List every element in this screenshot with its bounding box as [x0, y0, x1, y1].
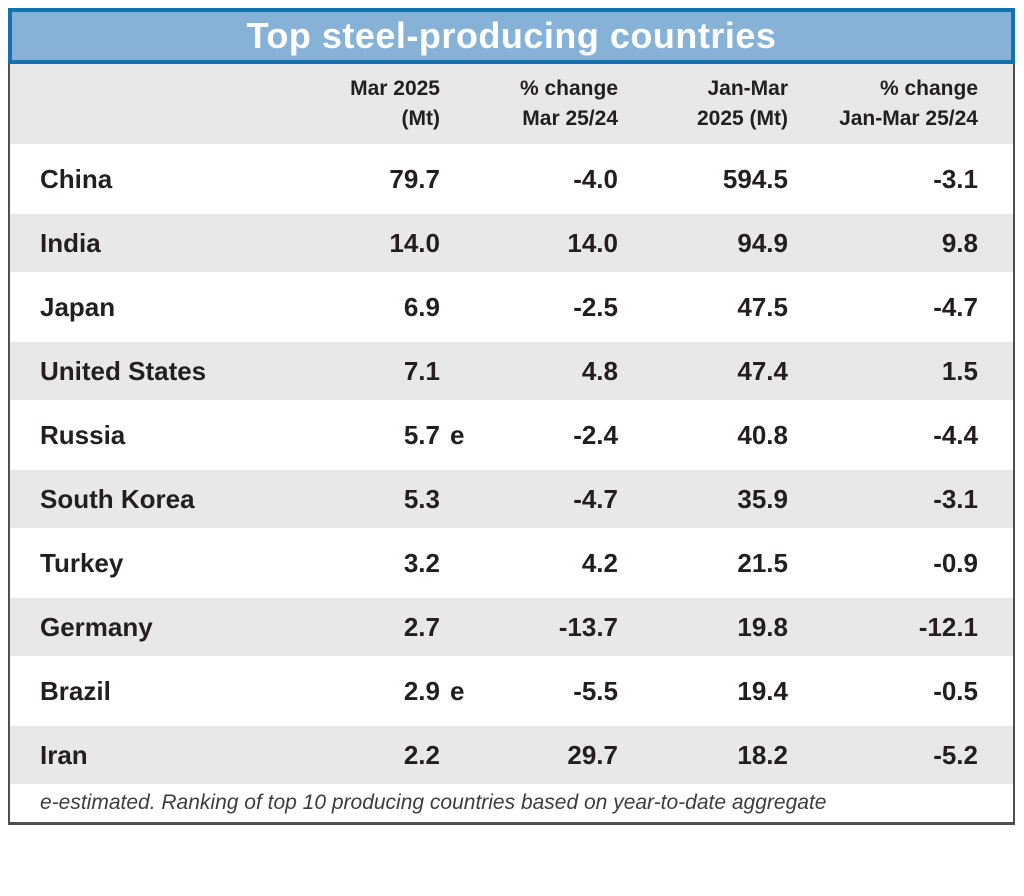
table-row-south-korea: South Korea 5.3 -4.7 35.9 -3.1 [10, 464, 1013, 528]
pct-change-mar-value: -2.5 [573, 291, 618, 322]
country-name: United States [40, 355, 207, 386]
header-line: % change [879, 76, 978, 100]
value: 6.9 [403, 291, 440, 322]
pct-change-mar-value: -13.7 [558, 611, 618, 642]
header-line: Jan-Mar [707, 76, 788, 100]
jan-mar-value: 594.5 [722, 163, 788, 194]
table-row-turkey: Turkey 3.2 4.2 21.5 -0.9 [10, 528, 1013, 592]
value: 14.0 [389, 227, 440, 258]
pct-change-jan-mar-value: 1.5 [941, 355, 978, 386]
jan-mar-value: 47.5 [737, 291, 788, 322]
header-pct-change-jan-mar: % change Jan-Mar 25/24 [788, 74, 978, 135]
mar-2025-value: 2.2 [250, 740, 440, 771]
pct-change-mar-value: 4.8 [581, 355, 618, 386]
table-header-row: Mar 2025 (Mt) % change Mar 25/24 Jan-Mar… [10, 64, 1013, 144]
jan-mar-value: 19.8 [737, 611, 788, 642]
value: 2.2 [403, 739, 440, 770]
jan-mar-value: 18.2 [737, 739, 788, 770]
header-line: (Mt) [401, 107, 440, 130]
pct-change-jan-mar-value: -4.4 [933, 419, 978, 450]
jan-mar-value: 19.4 [737, 675, 788, 706]
country-name: South Korea [40, 483, 195, 514]
pct-change-mar-value: 14.0 [567, 227, 618, 258]
country-name: Russia [40, 419, 126, 450]
pct-change-jan-mar-value: -0.9 [933, 547, 978, 578]
country-name: Turkey [40, 547, 124, 578]
jan-mar-value: 94.9 [737, 227, 788, 258]
pct-change-mar-value: -2.4 [573, 419, 618, 450]
country-name: Brazil [40, 675, 111, 706]
table-title: Top steel-producing countries [246, 15, 777, 56]
value: 2.9 [403, 675, 440, 706]
header-pct-change-mar: % change Mar 25/24 [440, 74, 618, 135]
pct-change-jan-mar-value: -12.1 [918, 611, 978, 642]
header-mar-2025: Mar 2025 (Mt) [250, 74, 440, 135]
value: 79.7 [389, 163, 440, 194]
header-line: Mar 2025 [350, 76, 440, 100]
table-row-russia: Russia 5.7 e -2.4 40.8 -4.4 [10, 400, 1013, 464]
table-row-germany: Germany 2.7 -13.7 19.8 -12.1 [10, 592, 1013, 656]
pct-change-mar-value: -4.7 [573, 483, 618, 514]
footnote: e-estimated. Ranking of top 10 producing… [40, 791, 827, 814]
header-jan-mar-2025: Jan-Mar 2025 (Mt) [618, 74, 788, 135]
header-line: 2025 (Mt) [696, 107, 788, 130]
mar-2025-value: 5.7 e [403, 419, 465, 450]
pct-change-jan-mar-value: -5.2 [933, 739, 978, 770]
table-row-india: India 14.0 14.0 94.9 9.8 [10, 208, 1013, 272]
value: 3.2 [403, 547, 440, 578]
pct-change-jan-mar-value: -3.1 [933, 483, 978, 514]
mar-2025-value: 2.9 e [403, 675, 465, 706]
mar-2025-value: 5.3 [250, 484, 440, 515]
value: 5.3 [403, 483, 440, 514]
header-line: Mar 25/24 [522, 107, 618, 130]
jan-mar-value: 35.9 [737, 483, 788, 514]
country-name: Iran [40, 739, 88, 770]
footnote-row: e-estimated. Ranking of top 10 producing… [10, 784, 1013, 822]
mar-2025-value: 14.0 [250, 228, 440, 259]
pct-change-mar-value: -5.5 [573, 675, 618, 706]
table-row-china: China 79.7 -4.0 594.5 -3.1 [10, 144, 1013, 208]
table-frame: Mar 2025 (Mt) % change Mar 25/24 Jan-Mar… [8, 64, 1015, 825]
jan-mar-value: 21.5 [737, 547, 788, 578]
table-row-united-states: United States 7.1 4.8 47.4 1.5 [10, 336, 1013, 400]
pct-change-jan-mar-value: -0.5 [933, 675, 978, 706]
country-name: China [40, 163, 113, 194]
value: 7.1 [403, 355, 440, 386]
header-line: Jan-Mar 25/24 [839, 107, 978, 130]
mar-2025-value: 7.1 [250, 356, 440, 387]
header-line: % change [519, 76, 618, 100]
steel-production-table-figure: Top steel-producing countries Mar 2025 (… [8, 8, 1015, 825]
mar-2025-value: 2.7 [250, 612, 440, 643]
table-row-brazil: Brazil 2.9 e -5.5 19.4 -0.5 [10, 656, 1013, 720]
country-name: India [40, 227, 101, 258]
pct-change-mar-value: 4.2 [581, 547, 618, 578]
mar-2025-value: 3.2 [250, 548, 440, 579]
pct-change-mar-value: -4.0 [573, 163, 618, 194]
jan-mar-value: 47.4 [737, 355, 788, 386]
value: 2.7 [403, 611, 440, 642]
table-title-bar: Top steel-producing countries [8, 8, 1015, 64]
jan-mar-value: 40.8 [737, 419, 788, 450]
table-row-iran: Iran 2.2 29.7 18.2 -5.2 [10, 720, 1013, 784]
pct-change-mar-value: 29.7 [567, 739, 618, 770]
value: 5.7 [403, 419, 440, 450]
mar-2025-value: 79.7 [250, 164, 440, 195]
pct-change-jan-mar-value: 9.8 [941, 227, 978, 258]
pct-change-jan-mar-value: -4.7 [933, 291, 978, 322]
country-name: Germany [40, 611, 153, 642]
country-name: Japan [40, 291, 116, 322]
pct-change-jan-mar-value: -3.1 [933, 163, 978, 194]
mar-2025-value: 6.9 [250, 292, 440, 323]
table-row-japan: Japan 6.9 -2.5 47.5 -4.7 [10, 272, 1013, 336]
